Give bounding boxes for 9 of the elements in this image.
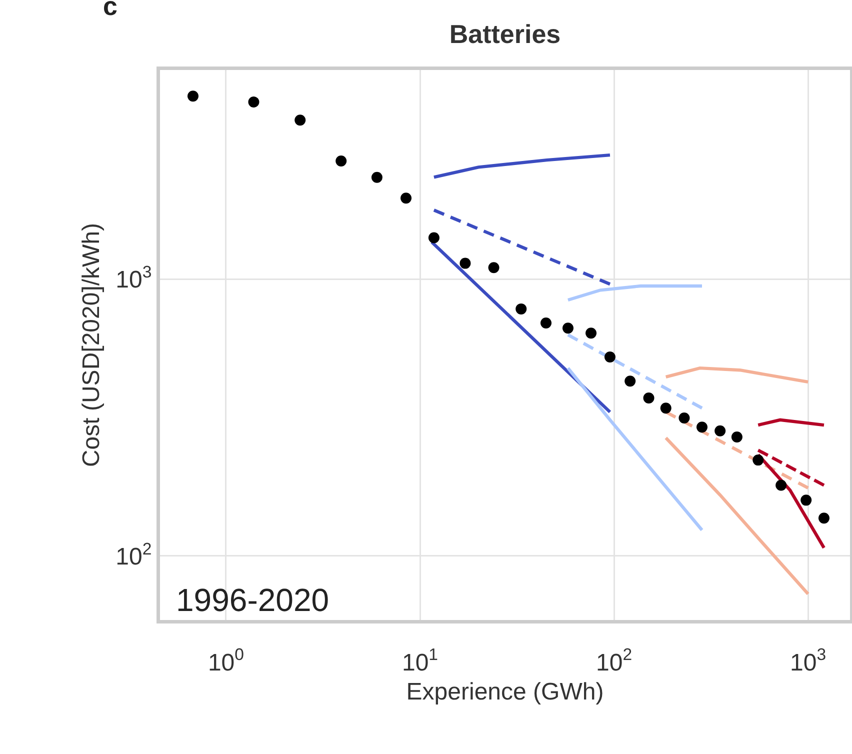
x-tick-label: 10$^{1}$ xyxy=(402,645,438,676)
annotation: 1996-2020 xyxy=(176,582,330,618)
x-tick-label: 10$^{2}$ xyxy=(596,645,632,676)
x-tick-label: 10$^{3}$ xyxy=(790,645,826,676)
y-axis-title: Cost (USD[2020]/kWh) xyxy=(78,222,106,468)
x-axis-title: Experience (GWh) xyxy=(406,678,604,706)
text: c xyxy=(103,0,118,21)
chart-title: Batteries xyxy=(449,19,561,50)
x-tick-label: 10$^{0}$ xyxy=(208,645,244,676)
